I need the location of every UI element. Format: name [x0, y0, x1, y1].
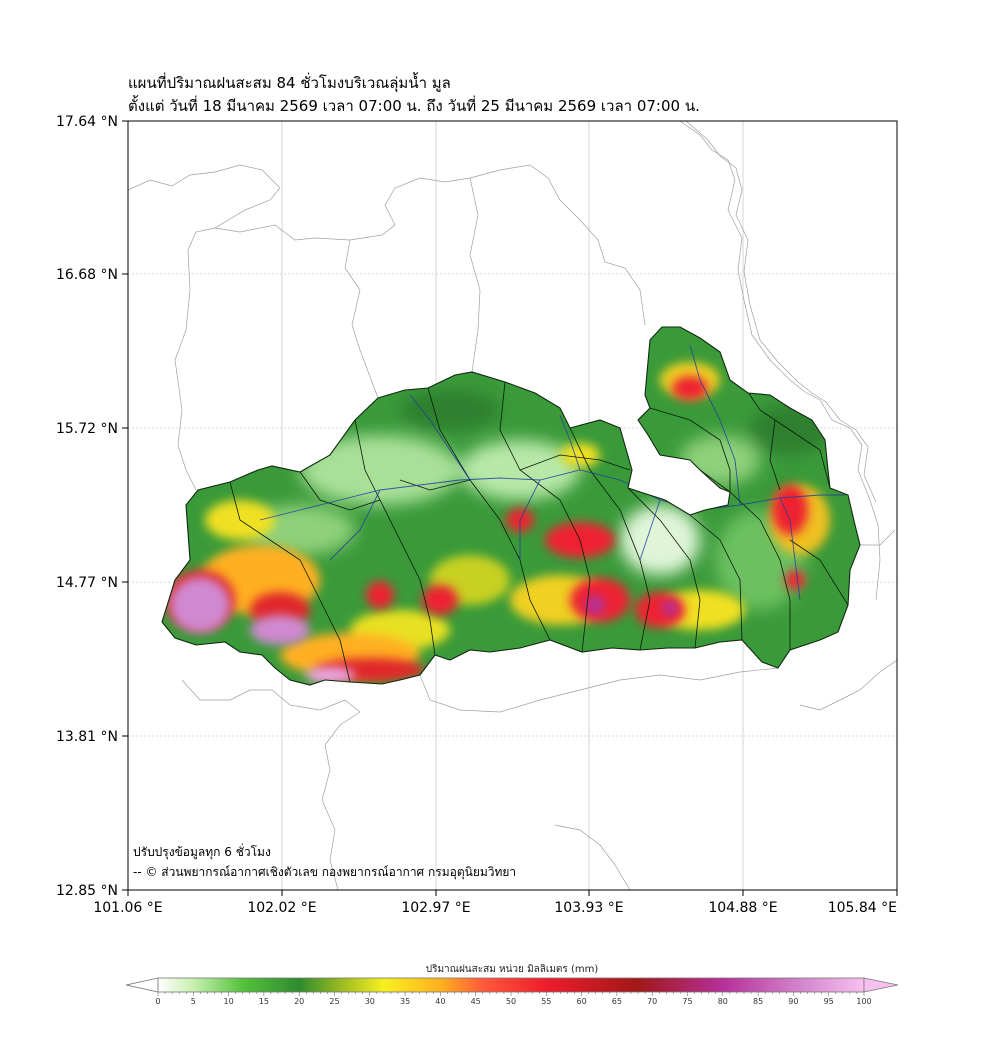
colorbar-tick-label: 90 — [788, 997, 798, 1006]
y-tick-label: 12.85 °N — [56, 883, 118, 899]
boundary-southwest — [181, 679, 361, 890]
colorbar-tick-label: 95 — [824, 997, 834, 1006]
colorbar-tick-label: 85 — [753, 997, 763, 1006]
colorbar-tick-label: 75 — [682, 997, 692, 1006]
boundary-sea — [554, 824, 631, 890]
y-tick-label: 16.68 °N — [56, 267, 118, 283]
colorbar-tick-label: 100 — [856, 997, 871, 1006]
basin-outline — [161, 326, 861, 686]
admin-boundaries — [128, 121, 897, 890]
colorbar-tick-label: 25 — [329, 997, 339, 1006]
x-tick-label: 105.84 °E — [828, 900, 897, 916]
y-tick-label: 17.64 °N — [56, 114, 118, 130]
x-axis: 101.06 °E 102.02 °E 102.97 °E 103.93 °E … — [93, 890, 898, 916]
colorbar-tick-label: 55 — [541, 997, 551, 1006]
colorbar-tick-label: 50 — [506, 997, 516, 1006]
credit-note: -- © ส่วนพยากรณ์อากาศเชิงตัวเลข กองพยากร… — [133, 865, 516, 880]
x-tick-label: 103.93 °E — [554, 900, 623, 916]
y-tick-label: 15.72 °N — [56, 421, 118, 437]
y-tick-label: 14.77 °N — [56, 575, 118, 591]
colorbar-tick-label: 60 — [577, 997, 587, 1006]
boundary-east — [860, 529, 896, 546]
colorbar-tick-label: 65 — [612, 997, 622, 1006]
map-title-line-1: แผนที่ปริมาณฝนสะสม 84 ชั่วโมงบริเวณลุ่มน… — [128, 74, 451, 92]
sub-basin-boundaries — [229, 351, 849, 683]
colorbar-ticks: 0 5 10 15 20 25 30 35 40 45 50 55 60 65 70 75 80 85 90 95 10… — [155, 992, 872, 1006]
x-tick-label: 102.02 °E — [247, 900, 316, 916]
colorbar-tick-label: 35 — [400, 997, 410, 1006]
x-tick-label: 102.97 °E — [401, 900, 470, 916]
colorbar: ปริมาณฝนสะสม หน่วย มิลลิเมตร (mm) 0 5 10 15… — [125, 964, 899, 1006]
colorbar-tick-label: 5 — [191, 997, 196, 1006]
colorbar-tick-label: 20 — [294, 997, 304, 1006]
colorbar-tick-label: 15 — [259, 997, 269, 1006]
boundary-mekong-2 — [685, 121, 877, 503]
colorbar-title: ปริมาณฝนสะสม หน่วย มิลลิเมตร (mm) — [426, 964, 599, 975]
colorbar-max-extend — [863, 977, 899, 993]
y-axis: 17.64 °N 16.68 °N 15.72 °N 14.77 °N 13.8… — [56, 114, 128, 899]
map-title-line-2: ตั้งแต่ วันที่ 18 มีนาคม 2569 เวลา 07:00… — [128, 97, 700, 115]
colorbar-tick-label: 0 — [155, 997, 160, 1006]
colorbar-tick-label: 45 — [471, 997, 481, 1006]
colorbar-tick-label: 40 — [435, 997, 445, 1006]
boundary-north — [214, 164, 646, 326]
boundary-mekong — [679, 121, 881, 601]
boundary-southeast — [799, 659, 897, 711]
rivers — [259, 344, 845, 601]
boundary-west — [128, 164, 281, 491]
colorbar-tick-label: 80 — [718, 997, 728, 1006]
update-note: ปรับปรุงข้อมูลทุก 6 ชั่วโมง — [133, 843, 271, 860]
boundary-inner-2 — [469, 177, 481, 373]
boundary-cambodia — [419, 667, 779, 713]
colorbar-min-extend — [125, 977, 159, 993]
y-tick-label: 13.81 °N — [56, 729, 118, 745]
colorbar-tick-label: 30 — [365, 997, 375, 1006]
colorbar-tick-label: 10 — [224, 997, 234, 1006]
x-tick-label: 104.88 °E — [708, 900, 777, 916]
boundary-inner-1 — [344, 239, 379, 399]
plot-frame — [127, 120, 898, 891]
rain-extreme-zones — [170, 577, 678, 683]
map-title: แผนที่ปริมาณฝนสะสม 84 ชั่วโมงบริเวณลุ่มน… — [128, 72, 700, 118]
colorbar-tick-label: 70 — [647, 997, 657, 1006]
colorbar-scale — [157, 977, 865, 993]
x-tick-label: 101.06 °E — [93, 900, 162, 916]
